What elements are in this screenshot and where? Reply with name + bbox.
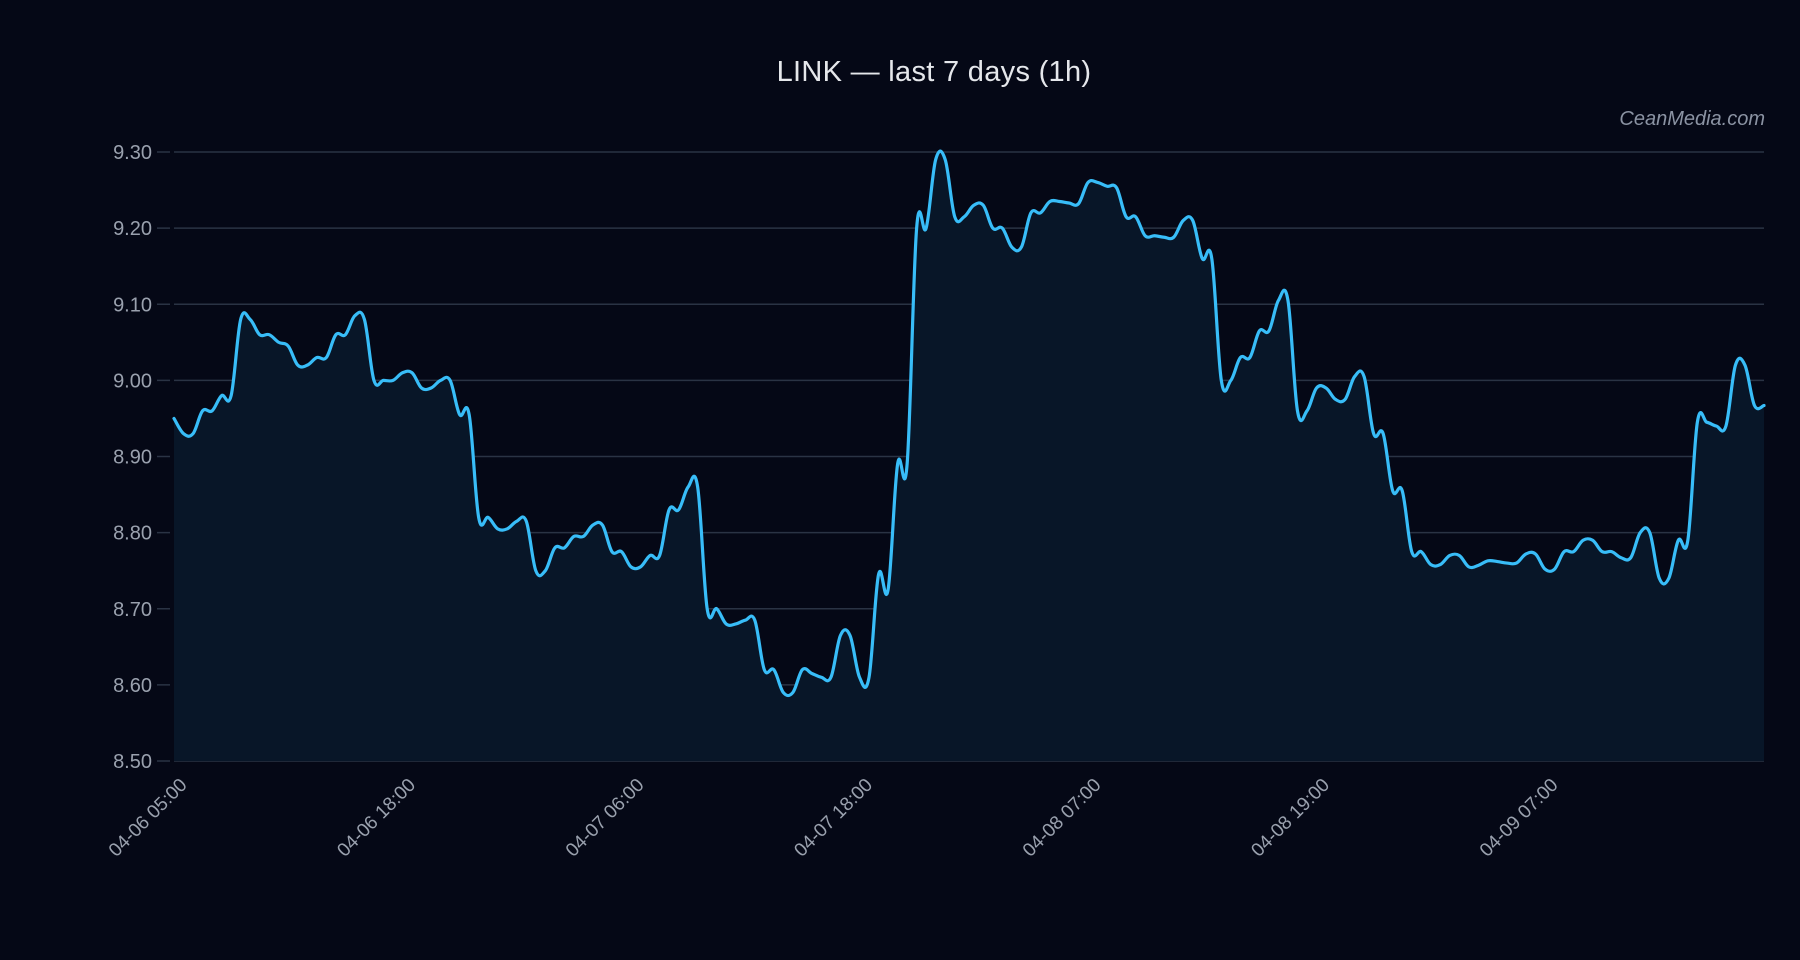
area-fill xyxy=(174,151,1764,761)
x-tick-label: 04-06 18:00 xyxy=(333,775,420,862)
y-axis: 8.50 8.60 8.70 8.80 8.90 9.00 9.10 9.20 9.30 xyxy=(113,142,170,773)
x-axis: 04-06 05:00 04-06 18:00 04-07 06:00 04-07 1… xyxy=(105,775,1563,862)
y-tick-label: 8.60 xyxy=(113,675,152,697)
y-tick-label: 8.80 xyxy=(113,523,152,545)
y-tick-label: 9.00 xyxy=(113,370,152,392)
y-tick-label: 8.70 xyxy=(113,599,152,621)
x-tick-label: 04-08 19:00 xyxy=(1247,775,1334,862)
chart-title: LINK — last 7 days (1h) xyxy=(776,56,1092,88)
x-tick-label: 04-07 06:00 xyxy=(562,775,649,862)
x-tick-label: 04-07 18:00 xyxy=(790,775,877,862)
price-line xyxy=(172,149,1766,698)
watermark: CeanMedia.com xyxy=(1619,108,1765,130)
x-tick-label: 04-09 07:00 xyxy=(1476,775,1563,862)
y-tick-label: 9.10 xyxy=(113,294,152,316)
y-tick-label: 9.20 xyxy=(113,218,152,240)
y-tick-label: 8.90 xyxy=(113,447,152,469)
y-tick-label: 9.30 xyxy=(113,142,152,164)
x-tick-label: 04-06 05:00 xyxy=(105,775,192,862)
y-tick-label: 8.50 xyxy=(113,751,152,773)
x-tick-label: 04-08 07:00 xyxy=(1019,775,1106,862)
